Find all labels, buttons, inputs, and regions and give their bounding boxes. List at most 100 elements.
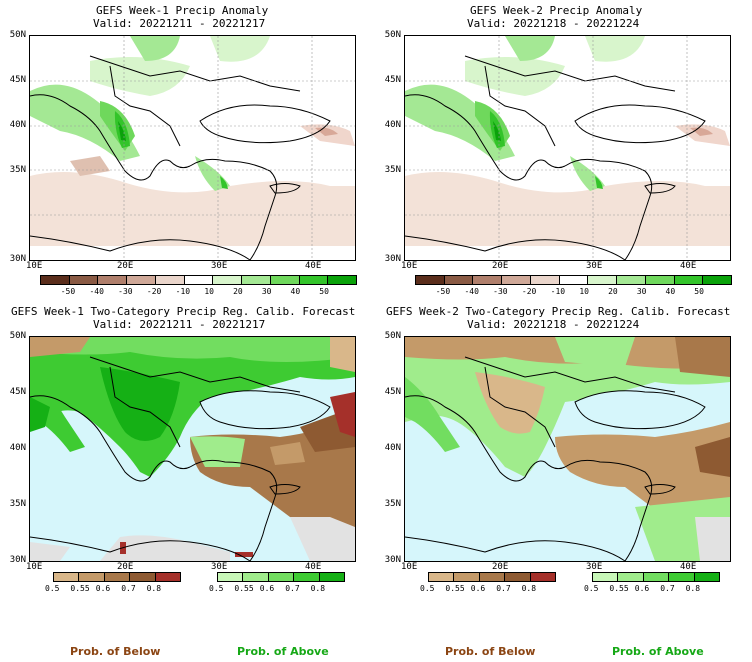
lon-label: 30E <box>586 261 603 271</box>
lon-label: 20E <box>492 562 509 572</box>
panel-valid: Valid: 20221211 - 20221217 <box>93 17 266 30</box>
panel-valid: Valid: 20221211 - 20221217 <box>93 318 266 331</box>
colorbar-swatch <box>241 275 271 285</box>
colorbar-swatch <box>453 572 480 582</box>
colorbar-tick-label: -50 <box>435 287 451 296</box>
colorbar-swatch <box>642 572 670 582</box>
lon-label: 10E <box>26 562 43 572</box>
lon-label: 10E <box>401 261 418 271</box>
anomaly-colorbar: -50 -40 -30 -20 -10 10 20 30 40 50 <box>415 275 732 297</box>
colorbar-tick-label: 0.8 <box>310 584 326 593</box>
colorbar-tick-label: -40 <box>89 287 104 296</box>
colorbar-swatch <box>293 572 320 582</box>
colorbar-tick-label: 0.5 <box>420 584 435 593</box>
map-anomaly <box>29 35 356 261</box>
colorbar-tick-label: 0.55 <box>445 584 465 593</box>
colorbar-tick-label: -30 <box>118 287 133 296</box>
lat-label: 35N <box>384 165 401 175</box>
colorbar-tick-label: 10 <box>579 287 589 296</box>
lat-label: 30N <box>9 555 26 565</box>
lat-label: 35N <box>384 499 401 509</box>
panel-valid: Valid: 20221218 - 20221224 <box>467 17 640 30</box>
colorbar-tick-label: 0.7 <box>121 584 136 593</box>
lat-label: 30N <box>384 555 401 565</box>
panel-title: GEFS Week-2 Precip Anomaly <box>470 4 643 17</box>
colorbar-swatch <box>472 275 503 285</box>
colorbar-tick-label: 40 <box>290 287 301 296</box>
lon-label: 40E <box>680 261 697 271</box>
colorbar-tick-label: 0.7 <box>285 584 300 593</box>
colorbar-swatch <box>242 572 269 582</box>
colorbar-tick-label: 0.6 <box>259 584 275 593</box>
colorbar-tick-label: -50 <box>60 287 76 296</box>
colorbar-tick-label: 30 <box>261 287 272 296</box>
colorbar-swatch <box>68 275 99 285</box>
colorbar-swatch <box>587 275 618 285</box>
map-anomaly <box>404 35 731 261</box>
prob-below-colorbar: 0.5 0.55 0.6 0.7 0.8 <box>45 572 181 594</box>
colorbar-swatch <box>644 275 675 285</box>
lat-label: 50N <box>384 30 401 40</box>
legend-prob-below: Prob. of Below <box>70 645 161 658</box>
colorbar-tick-label: 0.55 <box>70 584 90 593</box>
colorbar-tick-label: 40 <box>665 287 676 296</box>
colorbar-swatch <box>269 275 300 285</box>
colorbar-swatch <box>504 572 531 582</box>
legend-prob-above: Prob. of Above <box>612 645 704 658</box>
colorbar-swatch <box>529 572 556 582</box>
lon-label: 20E <box>492 261 509 271</box>
lat-label: 50N <box>9 30 26 40</box>
colorbar-swatch <box>126 275 156 285</box>
lat-label: 40N <box>384 120 401 130</box>
colorbar-swatch <box>40 275 70 285</box>
panel-title: GEFS Week-1 Two-Category Precip Reg. Cal… <box>11 305 356 318</box>
colorbar-swatch <box>443 275 474 285</box>
colorbar-swatch <box>129 572 156 582</box>
colorbar-tick-label: -40 <box>464 287 479 296</box>
colorbar-swatch <box>318 572 345 582</box>
colorbar-swatch <box>617 572 644 582</box>
colorbar-tick-label: -10 <box>550 287 566 296</box>
colorbar-tick-label: 0.7 <box>660 584 675 593</box>
colorbar-tick-label: 0.6 <box>634 584 650 593</box>
lon-label: 20E <box>117 261 134 271</box>
colorbar-tick-label: 20 <box>608 287 618 296</box>
colorbar-swatch <box>501 275 531 285</box>
lat-label: 40N <box>9 120 26 130</box>
lon-label: 40E <box>305 261 322 271</box>
lat-label: 35N <box>9 499 26 509</box>
colorbar-swatch <box>592 572 619 582</box>
lat-label: 35N <box>9 165 26 175</box>
lat-label: 40N <box>9 443 26 453</box>
lon-label: 10E <box>26 261 43 271</box>
colorbar-swatch <box>415 275 445 285</box>
lon-label: 30E <box>586 562 603 572</box>
lat-label: 40N <box>384 443 401 453</box>
colorbar-tick-label: -20 <box>521 287 537 296</box>
colorbar-tick-label: 50 <box>319 287 329 296</box>
colorbar-tick-label: 0.7 <box>496 584 511 593</box>
lon-label: 40E <box>305 562 322 572</box>
prob-above-colorbar: 0.5 0.55 0.6 0.7 0.8 <box>209 572 345 594</box>
colorbar-swatch <box>529 275 560 285</box>
lat-label: 45N <box>384 387 401 397</box>
colorbar-swatch <box>668 572 695 582</box>
colorbar-swatch <box>298 275 329 285</box>
colorbar-swatch <box>183 275 214 285</box>
prob-above-colorbar: 0.5 0.55 0.6 0.7 0.8 <box>584 572 720 594</box>
colorbar-swatch <box>53 572 80 582</box>
lon-label: 20E <box>117 562 134 572</box>
lat-label: 30N <box>384 254 401 264</box>
legend-prob-above: Prob. of Above <box>237 645 329 658</box>
colorbar-tick-label: -10 <box>175 287 191 296</box>
lon-label: 30E <box>211 261 228 271</box>
colorbar-swatch <box>616 275 646 285</box>
colorbar-tick-label: 0.55 <box>609 584 629 593</box>
legend-prob-below: Prob. of Below <box>445 645 536 658</box>
anomaly-colorbar: -50 -40 -30 -20 -10 10 20 30 40 50 <box>40 275 357 297</box>
colorbar-tick-label: 50 <box>694 287 704 296</box>
colorbar-swatch <box>154 572 181 582</box>
colorbar-swatch <box>267 572 295 582</box>
colorbar-tick-label: 0.5 <box>45 584 60 593</box>
lat-label: 45N <box>9 387 26 397</box>
